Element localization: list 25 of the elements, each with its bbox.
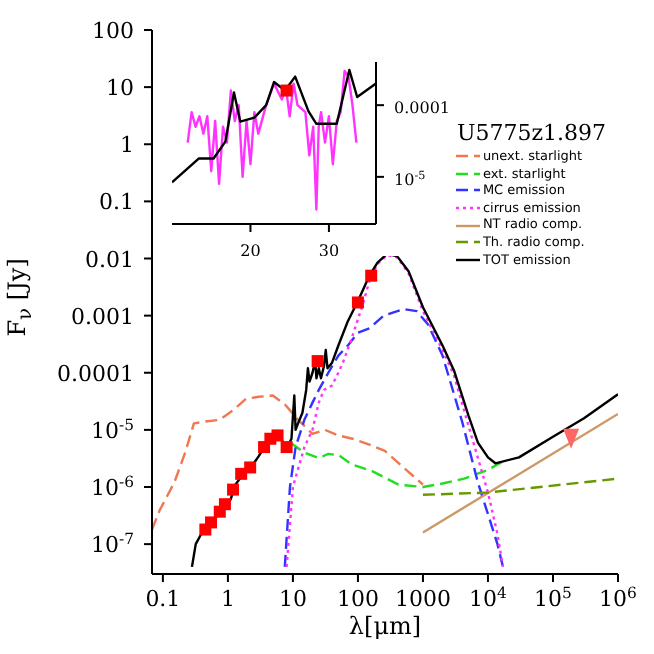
x-axis-title: λ[μm]	[346, 612, 424, 640]
y2-tick-label: 10$^{-5}$	[394, 168, 427, 189]
y2-tick-label: 0.0001	[394, 99, 450, 118]
x-tick-label: 10	[278, 586, 307, 612]
y-tick-label: 0.001	[71, 303, 134, 330]
x-tick-label: 30	[318, 242, 340, 260]
y-tick-label: 1	[120, 132, 134, 159]
x-tick-label: 100	[336, 586, 379, 612]
y-tick-label: 10$^{-7}$	[91, 529, 135, 559]
x-tick-label: 0.1	[145, 586, 181, 612]
y-tick-label: 10$^{-6}$	[91, 472, 135, 501]
y-tick-label: 0.1	[99, 189, 134, 216]
line-series	[186, 69, 358, 211]
y-tick-label: 10	[106, 75, 134, 102]
x-tick-label: 20	[240, 242, 261, 260]
x-tick-label: 1	[220, 586, 235, 612]
x-tick-label: 10$^{6}$	[599, 583, 638, 612]
y-tick-label: 0.0001	[57, 360, 134, 387]
y-tick-label: 0.01	[85, 246, 134, 273]
legend-title: U5775z1.897	[456, 120, 606, 146]
x-tick-label: 1000	[394, 586, 451, 612]
y-tick-label: 100	[92, 18, 134, 44]
y-tick-label: 10$^{-5}$	[91, 414, 135, 444]
x-tick-label: 10$^{5}$	[534, 583, 573, 612]
x-tick-label: 10$^{4}$	[469, 583, 508, 612]
